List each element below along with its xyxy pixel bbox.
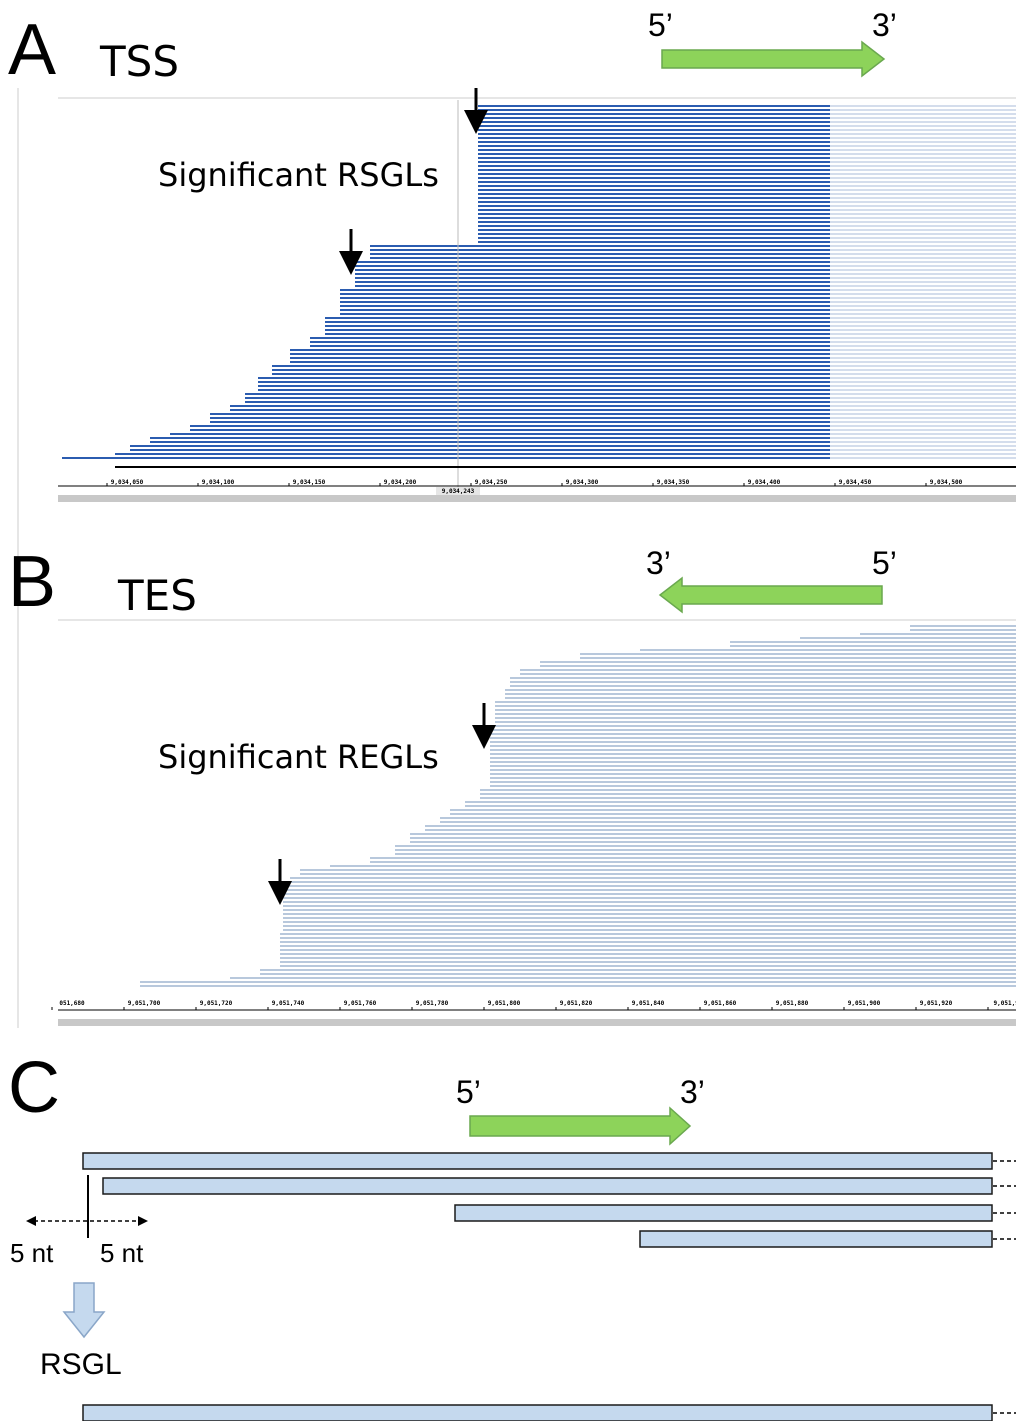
panel-title: TSS [99, 37, 179, 86]
axis-tick-label: 9,051,820 [560, 1000, 593, 1007]
window-label: 5 nt [10, 1238, 54, 1268]
reads-b [140, 625, 1016, 987]
axis-tick-label: 9,034,350 [657, 479, 690, 486]
axis-tick-label: 9,051,860 [704, 1000, 737, 1007]
reads-a [62, 100, 1016, 500]
axis-tick-label: 9,051,920 [920, 1000, 953, 1007]
annotation: Significant RSGLs [158, 156, 439, 194]
axis-tick-label: 9,051,840 [632, 1000, 665, 1007]
panel-label: B [8, 542, 56, 622]
axis-tick-label: 9,051,94 [994, 1000, 1016, 1007]
axis-tick-label: 9,051,740 [272, 1000, 305, 1007]
axis-tick-label: 9,051,760 [344, 1000, 377, 1007]
strand-arrow [469, 1106, 692, 1146]
axis-band [58, 1019, 1016, 1026]
panel-label: A [8, 10, 56, 90]
panel-title: TES [117, 571, 197, 620]
axis-tick-label: 9,034,300 [566, 479, 599, 486]
axis-tick-label: 9,051,900 [848, 1000, 881, 1007]
cursor-box [436, 487, 480, 495]
axis-tick-label: 9,034,200 [384, 479, 417, 486]
label-bg [150, 150, 440, 200]
read-bar [82, 1152, 993, 1170]
panel-label: C [8, 1048, 60, 1128]
window-label: 5 nt [100, 1238, 144, 1268]
strand-label: 3’ [872, 7, 897, 43]
axis-tick-label: 9,051,800 [488, 1000, 521, 1007]
strand-label: 3’ [680, 1074, 705, 1110]
strand-arrow [661, 40, 886, 78]
strand-label: 3’ [646, 545, 671, 581]
axis-tick-label: 9,034,100 [202, 479, 235, 486]
strand-arrow [658, 576, 883, 614]
axis-tick-label: 9,051,700 [128, 1000, 161, 1007]
axis-tick-label: 051,680 [59, 1000, 85, 1007]
axis-band [58, 495, 1016, 502]
annotation: Significant REGLs [158, 738, 439, 776]
strand-label: 5’ [648, 7, 673, 43]
axis-a: 9,034,050 9,034,100 9,034,150 9,034,200 9,03… [58, 479, 1016, 502]
read-bar [82, 1404, 993, 1421]
axis-b: 051,680 9,051,700 9,051,720 9,051,740 9,051,… [51, 1000, 1016, 1026]
result-arrow [62, 1282, 106, 1339]
cursor-label: 9,034,243 [442, 488, 475, 495]
strand-label: 5’ [456, 1074, 481, 1110]
axis-tick-label: 9,034,450 [839, 479, 872, 486]
axis-tick-label: 9,034,400 [748, 479, 781, 486]
axis-tick-label: 9,034,150 [293, 479, 326, 486]
read-bar [102, 1177, 993, 1195]
axis-tick-label: 9,034,250 [475, 479, 508, 486]
read-bar [639, 1230, 993, 1248]
label-bg [150, 735, 440, 780]
axis-tick-label: 9,051,720 [200, 1000, 233, 1007]
read-bar [454, 1204, 993, 1222]
axis-tick-label: 9,051,880 [776, 1000, 809, 1007]
axis-tick-label: 9,034,500 [930, 479, 963, 486]
axis-tick-label: 9,034,050 [111, 479, 144, 486]
axis-tick-label: 9,051,780 [416, 1000, 449, 1007]
strand-label: 5’ [872, 545, 897, 581]
result-label: RSGL [40, 1348, 122, 1381]
